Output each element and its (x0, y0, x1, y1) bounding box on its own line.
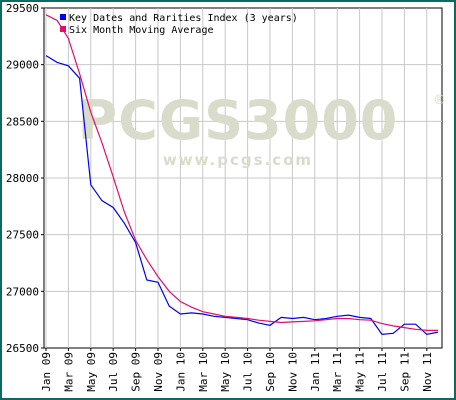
y-axis-ticks: 26500 27000 27500 28000 28500 29000 29500 (6, 2, 44, 355)
series-line-moving-average (45, 14, 438, 331)
x-tick-label: Mar 10 (197, 352, 210, 392)
x-tick-label: Jan 09 (40, 352, 53, 392)
grid (44, 8, 442, 348)
y-tick-label: 26500 (6, 342, 39, 355)
x-tick-label: May 11 (354, 352, 367, 392)
legend-label-average: Six Month Moving Average (69, 25, 214, 36)
series (45, 14, 439, 336)
watermark-url: www.pcgs.com (163, 151, 313, 169)
legend-swatch-index (60, 14, 66, 20)
x-axis-ticks: Jan 09 Mar 09 May 09 Jul 09 Sep 09 Nov 09 Jan … (40, 348, 434, 392)
y-tick-label: 29500 (6, 2, 39, 15)
y-tick-label: 28000 (6, 172, 39, 185)
x-tick-label: Jan 10 (174, 352, 187, 392)
x-tick-label: Nov 09 (152, 352, 165, 392)
watermark-logo: PCGS3000 (78, 89, 399, 152)
x-tick-label: Jul 11 (376, 352, 389, 392)
watermark: PCGS3000 ® www.pcgs.com (78, 89, 446, 169)
x-tick-label: Mar 09 (62, 352, 75, 392)
x-tick-label: Sep 10 (264, 352, 277, 392)
watermark-registered-mark: ® (433, 93, 446, 108)
x-tick-label: Sep 11 (398, 352, 411, 392)
y-tick-label: 29000 (6, 59, 39, 72)
x-tick-label: Jul 09 (107, 352, 120, 392)
legend-label-index: Key Dates and Rarities Index (3 years) (69, 13, 298, 24)
y-tick-label: 28500 (6, 115, 39, 128)
y-tick-label: 27000 (6, 285, 39, 298)
y-tick-label: 27500 (6, 229, 39, 242)
legend-swatch-average (60, 26, 66, 32)
x-tick-label: Jul 10 (242, 352, 255, 392)
x-tick-label: Nov 11 (421, 352, 434, 392)
x-tick-label: Sep 09 (130, 352, 143, 392)
x-tick-label: Jan 11 (309, 352, 322, 392)
x-tick-label: May 10 (219, 352, 232, 392)
x-tick-label: May 09 (85, 352, 98, 392)
legend: Key Dates and Rarities Index (3 years) S… (60, 13, 298, 36)
x-tick-label: Mar 11 (331, 352, 344, 392)
x-tick-label: Nov 10 (286, 352, 299, 392)
